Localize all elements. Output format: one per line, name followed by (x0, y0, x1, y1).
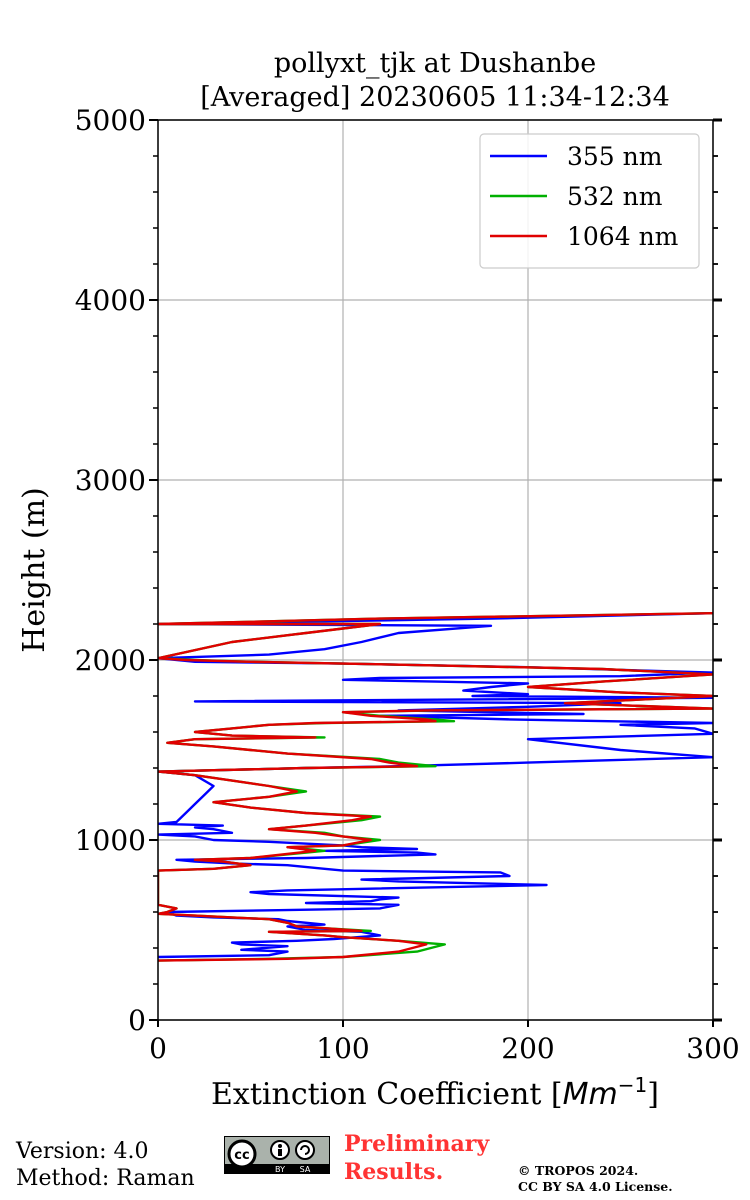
series-line-1064-nm (158, 612, 713, 962)
legend-box (479, 133, 700, 269)
y-tick-labels: 0 1000 2000 3000 4000 5000 (75, 104, 146, 1037)
y-axis-label: Height (m) (17, 487, 52, 652)
y-tick-label: 2000 (75, 644, 146, 677)
cc-by-sa-badge: cc BY SA (224, 1136, 330, 1174)
x-axis-label: Extinction Coefficient [Mm−1] (211, 1073, 659, 1112)
copyright-line-2: CC BY SA 4.0 License. (518, 1179, 673, 1194)
method-label: Method: Raman (16, 1166, 195, 1191)
extinction-profile-chart: pollyxt_tjk at Dushanbe [Averaged] 20230… (17, 48, 740, 1112)
chart-title-line-2: [Averaged] 20230605 11:34-12:34 (200, 82, 670, 113)
cc-icon (227, 1139, 257, 1169)
svg-text:SA: SA (300, 1165, 311, 1174)
data-series (158, 612, 713, 962)
y-tick-label: 0 (128, 1004, 146, 1037)
svg-text:BY: BY (275, 1165, 285, 1174)
y-tick-label: 3000 (75, 464, 146, 497)
y-tick-label: 1000 (75, 824, 146, 857)
version-label: Version: 4.0 (16, 1139, 149, 1164)
legend: 355 nm 532 nm 1064 nm (479, 133, 700, 269)
y-tick-label: 4000 (75, 284, 146, 317)
x-tick-label: 200 (501, 1032, 554, 1065)
chart-title: pollyxt_tjk at Dushanbe [Averaged] 20230… (200, 48, 670, 113)
plot-frame (157, 119, 714, 1021)
copyright-line-1: © TROPOS 2024. (518, 1163, 639, 1178)
x-tick-label: 100 (316, 1032, 369, 1065)
axis-ticks (149, 118, 722, 1027)
preliminary-line-2: Results. (344, 1159, 444, 1185)
x-tick-labels: 0 100 200 300 (149, 1032, 740, 1065)
x-tick-label: 300 (686, 1032, 739, 1065)
preliminary-results-note: Preliminary Results. (344, 1130, 489, 1186)
chart-title-line-1: pollyxt_tjk at Dushanbe (274, 48, 596, 79)
share-alike-icon (295, 1140, 315, 1160)
legend-label: 1064 nm (567, 222, 679, 251)
preliminary-line-1: Preliminary (344, 1131, 490, 1157)
legend-label: 355 nm (567, 142, 663, 171)
x-tick-label: 0 (149, 1032, 167, 1065)
svg-text:cc: cc (234, 1148, 249, 1163)
legend-label: 532 nm (567, 182, 663, 211)
copyright-note: © TROPOS 2024. CC BY SA 4.0 License. (518, 1163, 673, 1195)
y-tick-label: 5000 (75, 104, 146, 137)
